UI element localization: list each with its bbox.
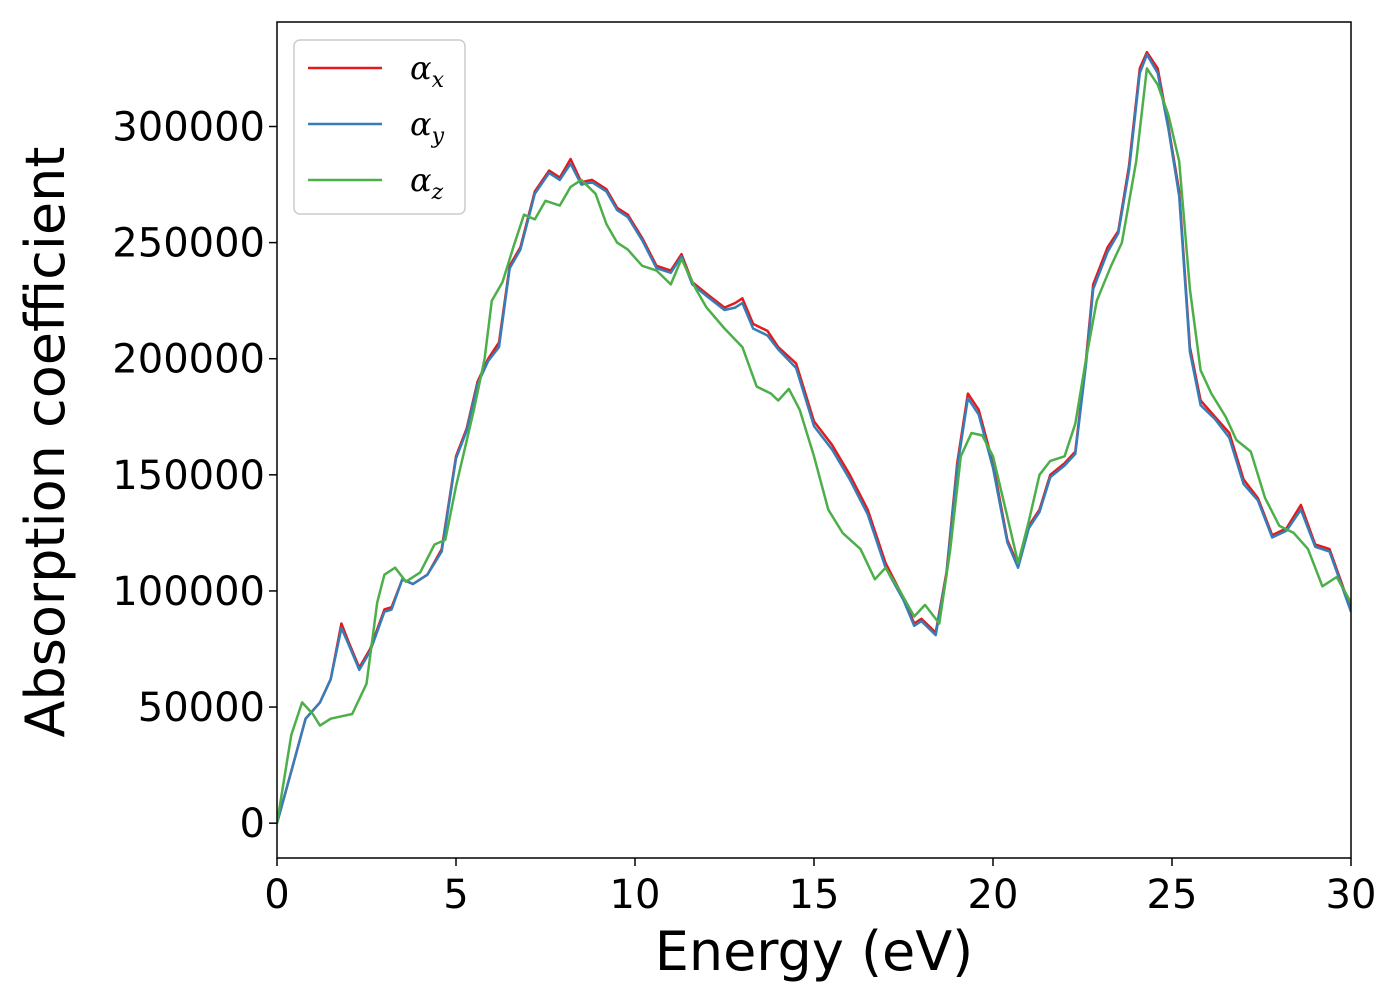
x-axis-title: Energy (eV) [655,920,974,983]
legend-label-alpha-x: αx [410,49,445,93]
x-tick-label: 5 [443,872,468,918]
series-layer [277,50,1351,824]
y-tick-label: 0 [240,801,265,847]
x-tick-label: 15 [789,872,840,918]
legend-box [293,39,466,215]
y-tick-label: 150000 [112,453,265,499]
y-tick-label: 100000 [112,569,265,615]
x-tick-label: 20 [968,872,1019,918]
x-tick-label: 0 [264,872,289,918]
y-axis-title: Absorption coefficient [14,147,77,738]
legend-label-alpha-z: αz [410,161,444,205]
x-axis: 0 5 10 15 20 25 30 [264,858,1376,918]
legend-label-alpha-y: αy [410,105,445,149]
legend: αx αy αz [293,39,466,215]
y-tick-label: 250000 [112,221,265,267]
y-tick-label: 300000 [112,105,265,151]
y-tick-label: 50000 [138,685,265,731]
x-tick-label: 25 [1147,872,1198,918]
y-axis: 0 50000 100000 150000 200000 250000 300000 [112,105,277,847]
series-line-alpha-z [277,67,1351,824]
y-tick-label: 200000 [112,337,265,383]
x-tick-label: 10 [610,872,661,918]
x-tick-label: 30 [1326,872,1377,918]
